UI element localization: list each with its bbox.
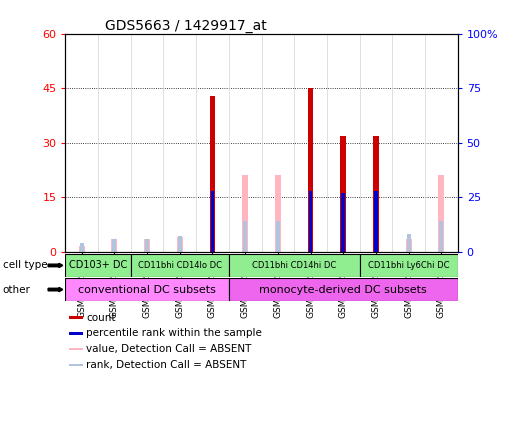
Bar (275, 176, 281, 252)
Text: percentile rank within the sample: percentile rank within the sample (86, 328, 262, 338)
Bar (69, 348, 83, 350)
Bar (178, 236, 182, 252)
Text: cell type: cell type (3, 261, 47, 270)
Bar (243, 221, 247, 252)
Text: other: other (3, 285, 30, 294)
Text: GDS5663 / 1429917_at: GDS5663 / 1429917_at (105, 19, 266, 33)
Bar (407, 234, 411, 252)
Bar (340, 135, 346, 252)
Bar (374, 191, 378, 252)
Bar (131, 254, 229, 277)
Bar (145, 239, 149, 252)
Text: value, Detection Call = ABSENT: value, Detection Call = ABSENT (86, 344, 252, 354)
Bar (439, 221, 444, 252)
Bar (69, 332, 83, 335)
Bar (242, 176, 248, 252)
Bar (406, 239, 412, 252)
Bar (144, 239, 150, 252)
Bar (112, 239, 116, 252)
Bar (373, 176, 379, 252)
Bar (65, 254, 131, 277)
Bar (360, 254, 458, 277)
Text: count: count (86, 313, 116, 323)
Bar (341, 193, 345, 252)
Bar (111, 239, 117, 252)
Bar (65, 278, 229, 301)
Bar (276, 221, 280, 252)
Text: CD11bhi Ly6Chi DC: CD11bhi Ly6Chi DC (368, 261, 449, 270)
Bar (210, 96, 215, 252)
Bar (177, 237, 183, 252)
Bar (79, 243, 84, 252)
Bar (229, 254, 360, 277)
Bar (229, 278, 458, 301)
Text: CD11bhi CD14hi DC: CD11bhi CD14hi DC (252, 261, 336, 270)
Text: conventional DC subsets: conventional DC subsets (78, 285, 216, 294)
Text: rank, Detection Call = ABSENT: rank, Detection Call = ABSENT (86, 360, 246, 370)
Bar (308, 88, 313, 252)
Text: monocyte-derived DC subsets: monocyte-derived DC subsets (259, 285, 427, 294)
Text: CD103+ DC: CD103+ DC (69, 261, 127, 270)
Bar (210, 191, 214, 252)
Bar (438, 176, 444, 252)
Bar (309, 191, 313, 252)
Bar (79, 246, 85, 252)
Text: CD11bhi CD14lo DC: CD11bhi CD14lo DC (138, 261, 222, 270)
Bar (373, 135, 379, 252)
Bar (69, 364, 83, 366)
Bar (69, 316, 83, 319)
